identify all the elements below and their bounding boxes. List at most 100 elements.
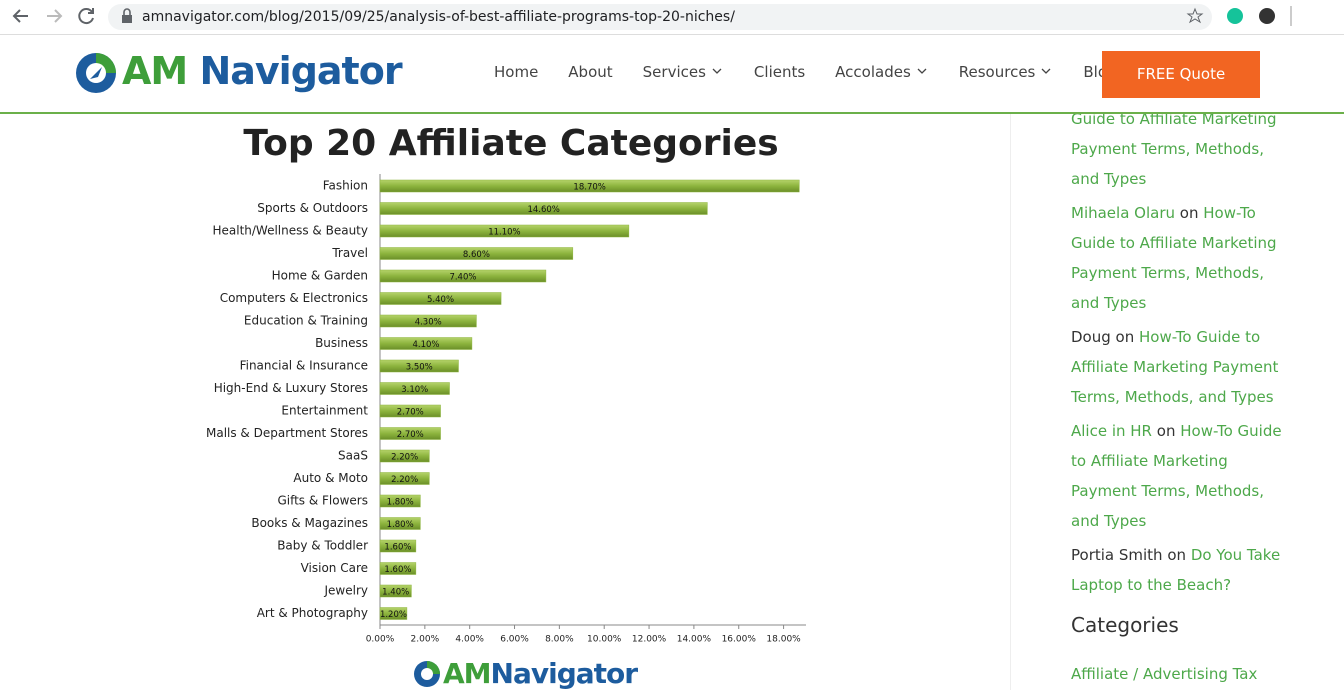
forward-button[interactable] bbox=[47, 9, 63, 23]
comment: Guide to Affiliate Marketing Payment Ter… bbox=[1071, 104, 1286, 194]
bar bbox=[379, 292, 502, 305]
value-label: 1.60% bbox=[384, 565, 411, 575]
nav-label: Accolades bbox=[835, 63, 911, 81]
bar bbox=[379, 202, 708, 215]
value-label: 11.10% bbox=[488, 228, 520, 238]
value-label: 3.50% bbox=[406, 363, 433, 373]
chart-title: Top 20 Affiliate Categories bbox=[243, 123, 778, 164]
nav-link[interactable]: Resources bbox=[959, 63, 1054, 81]
bar bbox=[379, 269, 547, 283]
value-label: 1.80% bbox=[387, 520, 414, 530]
bar bbox=[379, 539, 417, 553]
bar bbox=[379, 584, 412, 598]
value-label: 8.60% bbox=[463, 250, 490, 260]
comment-sep: on bbox=[1167, 546, 1187, 564]
dropdown-caret bbox=[712, 68, 722, 74]
bar bbox=[379, 494, 421, 508]
cta-button[interactable]: FREE Quote bbox=[1102, 51, 1260, 98]
value-label: 1.40% bbox=[382, 588, 409, 598]
comment-link[interactable]: Do You Take Laptop to the Beach? bbox=[1071, 546, 1281, 594]
comment-sep: on bbox=[1156, 422, 1176, 440]
y-tick-label: Fashion bbox=[323, 179, 368, 193]
comment: Doug on How-To Guide to Affiliate Market… bbox=[1071, 322, 1286, 412]
comment-link[interactable]: How-To Guide to Affiliate Marketing Paym… bbox=[1071, 422, 1282, 530]
value-label: 1.80% bbox=[387, 498, 414, 508]
comment-author[interactable]: Mihaela Olaru bbox=[1071, 204, 1176, 222]
caret bbox=[1041, 68, 1051, 74]
nav-link[interactable]: Home bbox=[494, 63, 538, 81]
value-label: 2.20% bbox=[391, 453, 418, 463]
bar bbox=[379, 247, 574, 260]
comment-author: Portia Smith bbox=[1071, 546, 1163, 564]
comment-author[interactable]: Alice in HR bbox=[1071, 422, 1152, 440]
category-link[interactable]: Affiliate / Advertising Tax bbox=[1071, 665, 1258, 683]
bar bbox=[379, 224, 630, 238]
address-bar[interactable]: amnavigator.com/blog/2015/09/25/analysis… bbox=[108, 4, 1212, 30]
y-tick-label: Financial & Insurance bbox=[240, 359, 368, 373]
extension-icon[interactable] bbox=[1227, 8, 1243, 24]
y-tick-label: Education & Training bbox=[244, 314, 368, 328]
logo-icon[interactable] bbox=[74, 51, 118, 95]
bar bbox=[379, 382, 450, 395]
bar bbox=[379, 404, 441, 418]
bar bbox=[379, 562, 417, 575]
nav-label: Home bbox=[494, 63, 539, 81]
lock-icon bbox=[122, 8, 132, 23]
comment: Mihaela Olaru on How-To Guide to Affilia… bbox=[1071, 198, 1286, 318]
star-icon[interactable] bbox=[1186, 7, 1204, 24]
y-tick-label: Malls & Department Stores bbox=[206, 426, 368, 440]
recent-comments: Guide to Affiliate Marketing Payment Ter… bbox=[1071, 104, 1286, 604]
reload-button[interactable] bbox=[78, 8, 94, 25]
footer-logo-prefix: AM bbox=[443, 657, 491, 690]
dropdown-caret bbox=[1041, 68, 1051, 74]
nav: Home About Services Clients Accolades Resourc… bbox=[494, 63, 1147, 81]
value-label: 18.70% bbox=[573, 183, 605, 193]
comment-sep: on bbox=[1115, 328, 1135, 346]
logo-name: Navigator bbox=[199, 49, 402, 93]
footer-logo-name: Navigator bbox=[491, 657, 639, 690]
sidebar: Guide to Affiliate Marketing Payment Ter… bbox=[1010, 110, 1344, 690]
y-tick-label: Computers & Electronics bbox=[220, 291, 368, 305]
y-tick-label: SaaS bbox=[338, 449, 368, 463]
value-label: 14.60% bbox=[527, 205, 559, 215]
nav-label: About bbox=[568, 63, 613, 81]
comment-link[interactable]: Guide to Affiliate Marketing Payment Ter… bbox=[1071, 110, 1277, 188]
comment: Alice in HR on How-To Guide to Affiliate… bbox=[1071, 416, 1286, 536]
y-tick-label: Entertainment bbox=[281, 404, 368, 418]
y-tick-label: Gifts & Flowers bbox=[277, 494, 368, 508]
bar bbox=[379, 337, 473, 350]
x-tick-label: 18.00% bbox=[766, 635, 801, 645]
y-tick-label: Health/Wellness & Beauty bbox=[212, 224, 368, 238]
comment-link[interactable]: How-To Guide to Affiliate Marketing Paym… bbox=[1071, 328, 1279, 406]
profile-icon[interactable] bbox=[1259, 8, 1275, 24]
y-tick-label: Art & Photography bbox=[257, 606, 368, 620]
caret bbox=[917, 68, 927, 74]
value-label: 7.40% bbox=[449, 273, 476, 283]
bar bbox=[379, 179, 800, 193]
browser-icons bbox=[1186, 6, 1292, 26]
nav-link[interactable]: Services bbox=[643, 63, 724, 81]
site-header: AM Navigator Home About Services Clients Acc… bbox=[0, 35, 1344, 114]
comment-link[interactable]: How-To Guide to Affiliate Marketing Paym… bbox=[1071, 204, 1277, 312]
y-tick-label: Vision Care bbox=[301, 561, 368, 575]
value-label: 2.70% bbox=[397, 408, 424, 418]
comment-author: Doug bbox=[1071, 328, 1111, 346]
y-tick-label: Jewelry bbox=[324, 584, 369, 598]
y-tick-label: Auto & Moto bbox=[293, 471, 368, 485]
back-button[interactable] bbox=[12, 9, 28, 23]
nav-link[interactable]: Accolades bbox=[835, 63, 929, 81]
value-label: 3.10% bbox=[401, 385, 428, 395]
bar bbox=[379, 472, 430, 485]
x-tick-label: 6.00% bbox=[500, 635, 529, 645]
nav-link[interactable]: Clients bbox=[754, 63, 805, 81]
caret bbox=[712, 68, 722, 74]
url-text: amnavigator.com/blog/2015/09/25/analysis… bbox=[142, 9, 735, 25]
y-tick-label: Home & Garden bbox=[272, 269, 368, 283]
x-tick-label: 12.00% bbox=[632, 635, 667, 645]
nav-link[interactable]: About bbox=[568, 63, 612, 81]
y-tick-label: Baby & Toddler bbox=[277, 539, 368, 553]
logo[interactable]: AM Navigator bbox=[122, 49, 403, 93]
bar bbox=[379, 314, 477, 328]
browser-buttons bbox=[12, 8, 94, 25]
footer-logo: AMNavigator bbox=[414, 657, 639, 690]
